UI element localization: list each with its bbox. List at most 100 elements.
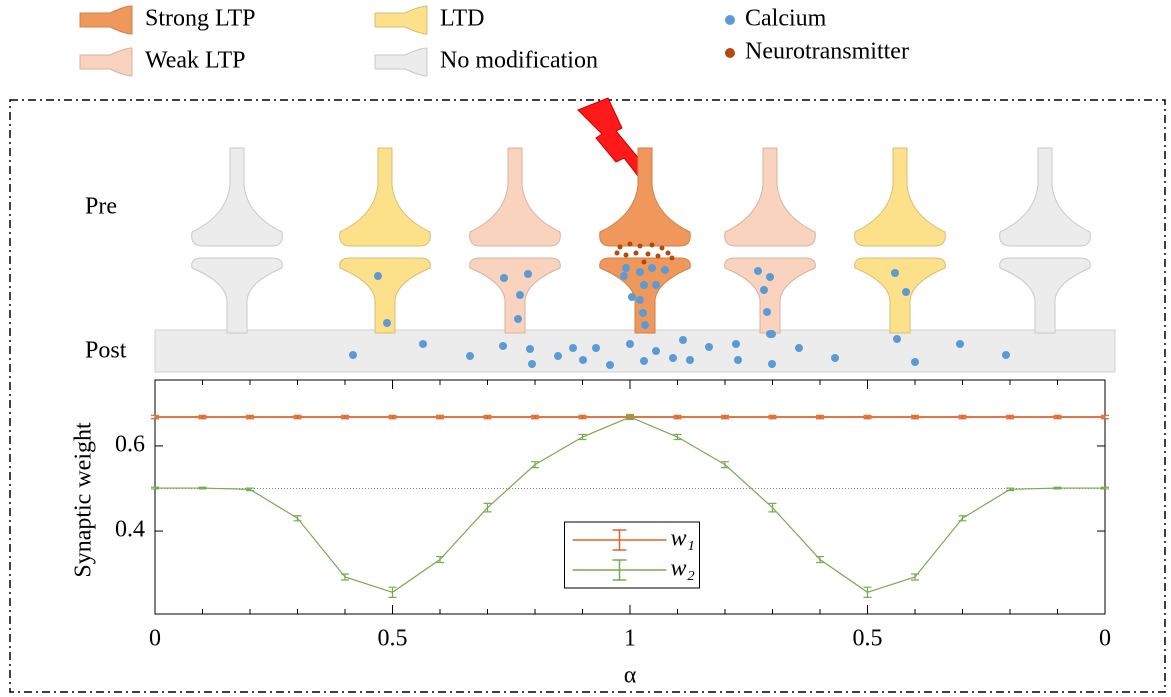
calcium xyxy=(768,360,776,368)
calcium xyxy=(911,358,919,366)
error-bar xyxy=(246,487,254,492)
error-bar xyxy=(721,414,729,420)
calcium xyxy=(620,272,628,280)
legend-swatch xyxy=(572,559,667,581)
neurotransmitter xyxy=(633,250,639,256)
error-bar xyxy=(436,414,444,420)
error-bar xyxy=(578,433,587,441)
error-bar xyxy=(911,573,919,581)
calcium xyxy=(569,344,577,352)
calcium xyxy=(669,354,677,362)
calcium xyxy=(579,356,587,364)
neurotransmitter xyxy=(669,255,675,261)
calcium xyxy=(636,296,644,304)
legend-icon xyxy=(374,47,428,77)
error-bar xyxy=(816,414,824,420)
error-bar xyxy=(483,414,492,420)
y-tick-label: 0.6 xyxy=(115,431,145,457)
error-bar xyxy=(578,414,587,420)
calcium xyxy=(466,352,474,360)
legend-label: LTD xyxy=(440,6,484,32)
error-bar xyxy=(198,414,207,420)
error-bar xyxy=(958,515,967,522)
neurotransmitter xyxy=(659,245,665,251)
calcium xyxy=(349,351,357,359)
error-bar xyxy=(483,502,492,513)
neurotransmitter xyxy=(623,252,629,258)
error-bar xyxy=(246,414,254,420)
calcium xyxy=(956,340,964,348)
error-bar xyxy=(436,555,444,564)
error-bar xyxy=(293,515,302,522)
postsynapse xyxy=(469,257,561,334)
error-bar xyxy=(673,433,682,441)
legend-label: Weak LTP xyxy=(145,48,246,74)
calcium xyxy=(514,315,522,323)
calcium xyxy=(640,357,648,365)
error-bar xyxy=(911,414,919,420)
legend-icon xyxy=(79,5,133,35)
error-bar xyxy=(198,486,207,490)
x-tick-label: 1 xyxy=(624,626,636,652)
calcium xyxy=(891,269,899,277)
calcium xyxy=(524,270,532,278)
calcium xyxy=(902,288,910,296)
presynapse xyxy=(191,147,283,247)
y-tick-label: 0.4 xyxy=(115,517,145,543)
neurotransmitter xyxy=(649,242,655,248)
calcium xyxy=(639,309,647,317)
calcium xyxy=(734,356,742,364)
calcium xyxy=(686,356,694,364)
calcium xyxy=(648,264,656,272)
dendrite xyxy=(154,329,1116,373)
legend-label: w₁ xyxy=(671,526,695,552)
calcium xyxy=(705,343,713,351)
error-bar xyxy=(531,414,539,420)
error-bar xyxy=(768,502,777,513)
x-tick-label: 0.5 xyxy=(853,626,883,652)
presynapse xyxy=(854,147,946,247)
calcium xyxy=(622,264,630,272)
error-bar xyxy=(1101,486,1109,490)
calcium xyxy=(383,319,391,327)
error-bar xyxy=(816,555,824,564)
calcium xyxy=(374,272,382,280)
legend-icon xyxy=(79,47,133,77)
calcium xyxy=(652,347,660,355)
error-bar xyxy=(1006,487,1014,492)
legend-label: No modification xyxy=(440,48,598,74)
calcium xyxy=(528,360,536,368)
error-bar xyxy=(341,414,349,420)
neurotransmitter xyxy=(665,250,671,256)
calcium xyxy=(893,335,901,343)
presynapse xyxy=(724,147,816,247)
legend-swatch xyxy=(572,529,667,551)
error-bar xyxy=(958,414,967,420)
calcium xyxy=(626,340,634,348)
calcium xyxy=(766,273,774,281)
error-bar xyxy=(1053,414,1062,420)
postsynapse xyxy=(724,257,816,334)
calcium xyxy=(760,286,768,294)
calcium xyxy=(500,274,508,282)
calcium xyxy=(636,268,644,276)
y-axis-label: Synaptic weight xyxy=(71,422,97,578)
x-tick-label: 0 xyxy=(149,626,161,652)
error-bar xyxy=(1053,486,1062,490)
calcium xyxy=(661,266,669,274)
calcium xyxy=(1002,351,1010,359)
neurotransmitter xyxy=(645,251,651,257)
calcium xyxy=(768,330,776,338)
neurotransmitter xyxy=(655,253,661,259)
error-bar xyxy=(1101,414,1109,420)
calcium xyxy=(526,345,534,353)
error-bar xyxy=(151,414,159,420)
legend-dot xyxy=(725,15,735,25)
legend-dot xyxy=(725,48,735,58)
legend-label: w₂ xyxy=(671,556,695,582)
neurotransmitter xyxy=(614,250,620,256)
error-bar xyxy=(388,414,397,420)
presynapse xyxy=(599,147,691,247)
calcium xyxy=(592,344,600,352)
error-bar xyxy=(721,461,729,469)
